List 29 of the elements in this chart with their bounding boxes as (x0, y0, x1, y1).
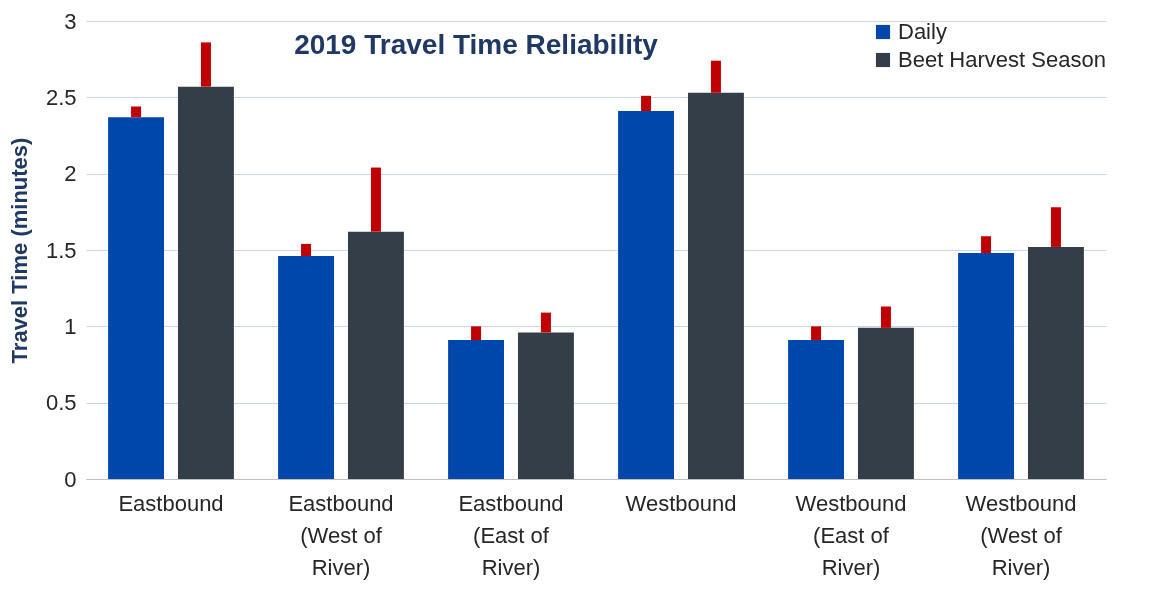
y-tick-label: 0 (64, 466, 77, 492)
y-axis-title: Travel Time (minutes) (6, 137, 32, 364)
y-tick-label: 2 (64, 161, 77, 187)
bar (177, 86, 234, 479)
x-tick-label: Westbound (West of River) (965, 490, 1077, 580)
bar (618, 111, 675, 479)
x-tick-label: Westbound (625, 490, 737, 516)
y-tick-label: 1 (64, 313, 77, 339)
bar (517, 332, 574, 479)
bar (857, 327, 914, 479)
x-tick-label: Eastbound (118, 490, 224, 516)
y-tick-label: 2.5 (45, 84, 77, 110)
y-tick-label: 0.5 (45, 390, 77, 416)
bar (958, 253, 1015, 479)
bar (687, 92, 744, 479)
legend-label: Daily (898, 19, 947, 44)
bar (1027, 246, 1084, 479)
y-tick-label: 3 (64, 8, 77, 34)
legend-label: Beet Harvest Season (898, 47, 1106, 72)
bar (108, 117, 165, 479)
chart-title: 2019 Travel Time Reliability (294, 29, 659, 60)
bar (278, 256, 335, 479)
y-tick-label: 1.5 (45, 237, 77, 263)
x-tick-label: Eastbound (West of River) (288, 490, 394, 580)
x-tick-label: Eastbound (East of River) (458, 490, 564, 580)
bar (347, 231, 404, 479)
bar (448, 340, 505, 479)
bar (788, 340, 845, 479)
x-tick-label: Westbound (East of River) (795, 490, 907, 580)
